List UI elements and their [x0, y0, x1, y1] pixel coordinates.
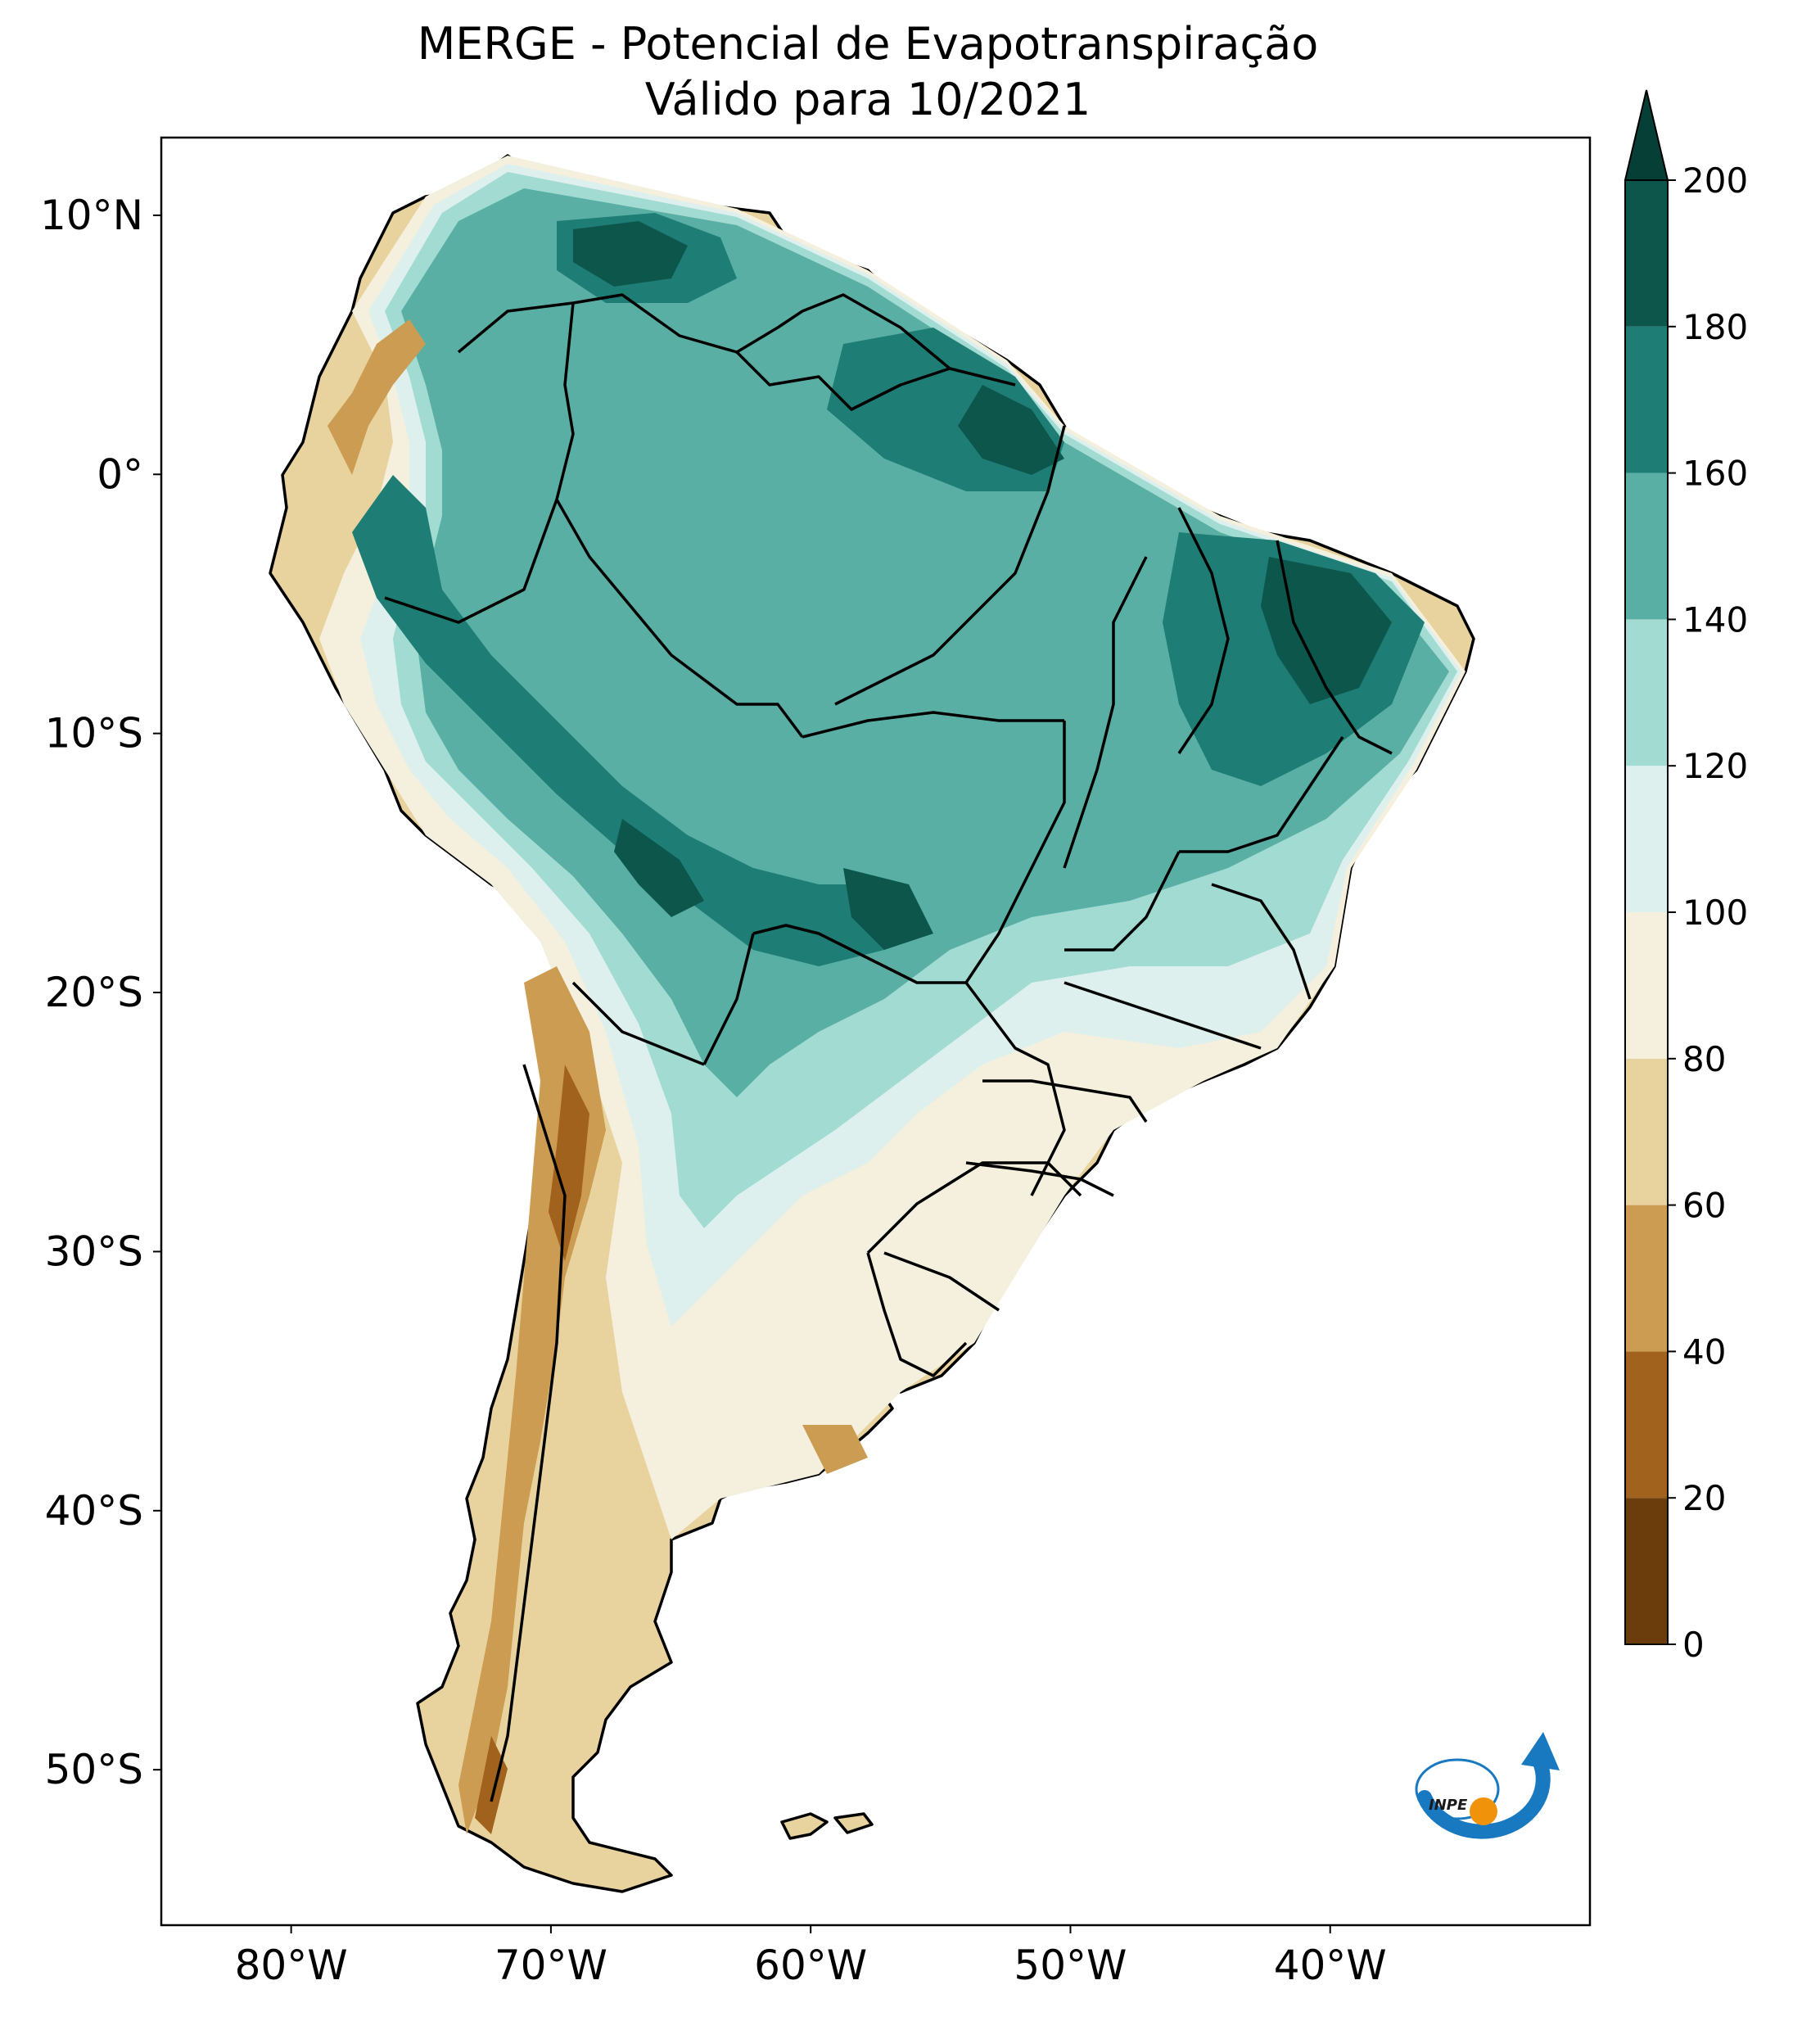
lon-tick-label: 70°W — [495, 1942, 607, 1989]
colorbar-tick-label: 40 — [1682, 1331, 1726, 1372]
colorbar-segment — [1625, 326, 1668, 473]
inpe-logo-arrowhead — [1521, 1732, 1560, 1770]
lat-tick-label: 40°S — [45, 1487, 143, 1535]
colorbar-segment — [1625, 912, 1668, 1059]
lat-tick-label: 20°S — [45, 969, 143, 1016]
inpe-logo-text: INPE — [1429, 1797, 1468, 1814]
colorbar-segment — [1625, 1058, 1668, 1205]
map-area: INPE — [161, 138, 1590, 1925]
colorbar-tick-label: 200 — [1682, 161, 1748, 201]
colorbar-segment — [1625, 1351, 1668, 1499]
colorbar-segment — [1625, 472, 1668, 620]
lon-tick-label: 80°W — [235, 1942, 348, 1989]
colorbar-tick-label: 80 — [1682, 1039, 1726, 1079]
country-borders — [384, 293, 1393, 1802]
colorbar-segment — [1625, 1498, 1668, 1644]
inpe-logo: INPE — [1415, 1732, 1560, 1839]
colorbar: 0 20 40 60 80 100 120 140 160 180 200 — [1624, 89, 1748, 1665]
inpe-logo-ring — [1415, 1758, 1500, 1820]
colorbar-tick-label: 0 — [1682, 1625, 1705, 1665]
colorbar-extend-arrow — [1624, 89, 1669, 181]
lat-tick-label: 50°S — [45, 1746, 143, 1793]
colorbar-tick-label: 60 — [1682, 1186, 1726, 1226]
lat-tick-label: 30°S — [45, 1227, 143, 1275]
map-axes: 80°W 70°W 60°W 50°W 40°W 10°N 0° 10°S 20°S 30°S 40… — [40, 192, 1387, 1989]
colorbar-segment — [1625, 619, 1668, 766]
inpe-logo-sun — [1470, 1797, 1497, 1825]
et-band-160-180 — [352, 213, 1425, 966]
colorbar-segment — [1625, 180, 1668, 327]
colorbar-segment — [1625, 766, 1668, 912]
colorbar-tick-label: 160 — [1682, 454, 1748, 494]
colorbar-segment — [1625, 1205, 1668, 1352]
lon-tick-label: 50°W — [1014, 1942, 1127, 1989]
colorbar-tick-label: 140 — [1682, 599, 1748, 640]
map-subtitle: Válido para 10/2021 — [645, 74, 1091, 125]
colorbar-tick-label: 20 — [1682, 1478, 1726, 1518]
colorbar-tick-label: 100 — [1682, 893, 1748, 933]
map-title: MERGE - Potencial de Evapotranspiração — [418, 18, 1319, 70]
map-frame — [160, 136, 1592, 1927]
et-band-180-200 — [573, 221, 1392, 950]
andes-very-low-et — [475, 1065, 589, 1834]
colorbar-tick-label: 180 — [1682, 307, 1748, 347]
lat-tick-label: 0° — [97, 450, 143, 498]
falkland-islands — [780, 1812, 874, 1840]
lon-tick-label: 40°W — [1274, 1942, 1387, 1989]
lat-tick-label: 10°N — [40, 192, 143, 239]
colorbar-tick-label: 120 — [1682, 746, 1748, 786]
lat-tick-label: 10°S — [45, 710, 143, 757]
lon-tick-label: 60°W — [754, 1942, 867, 1989]
